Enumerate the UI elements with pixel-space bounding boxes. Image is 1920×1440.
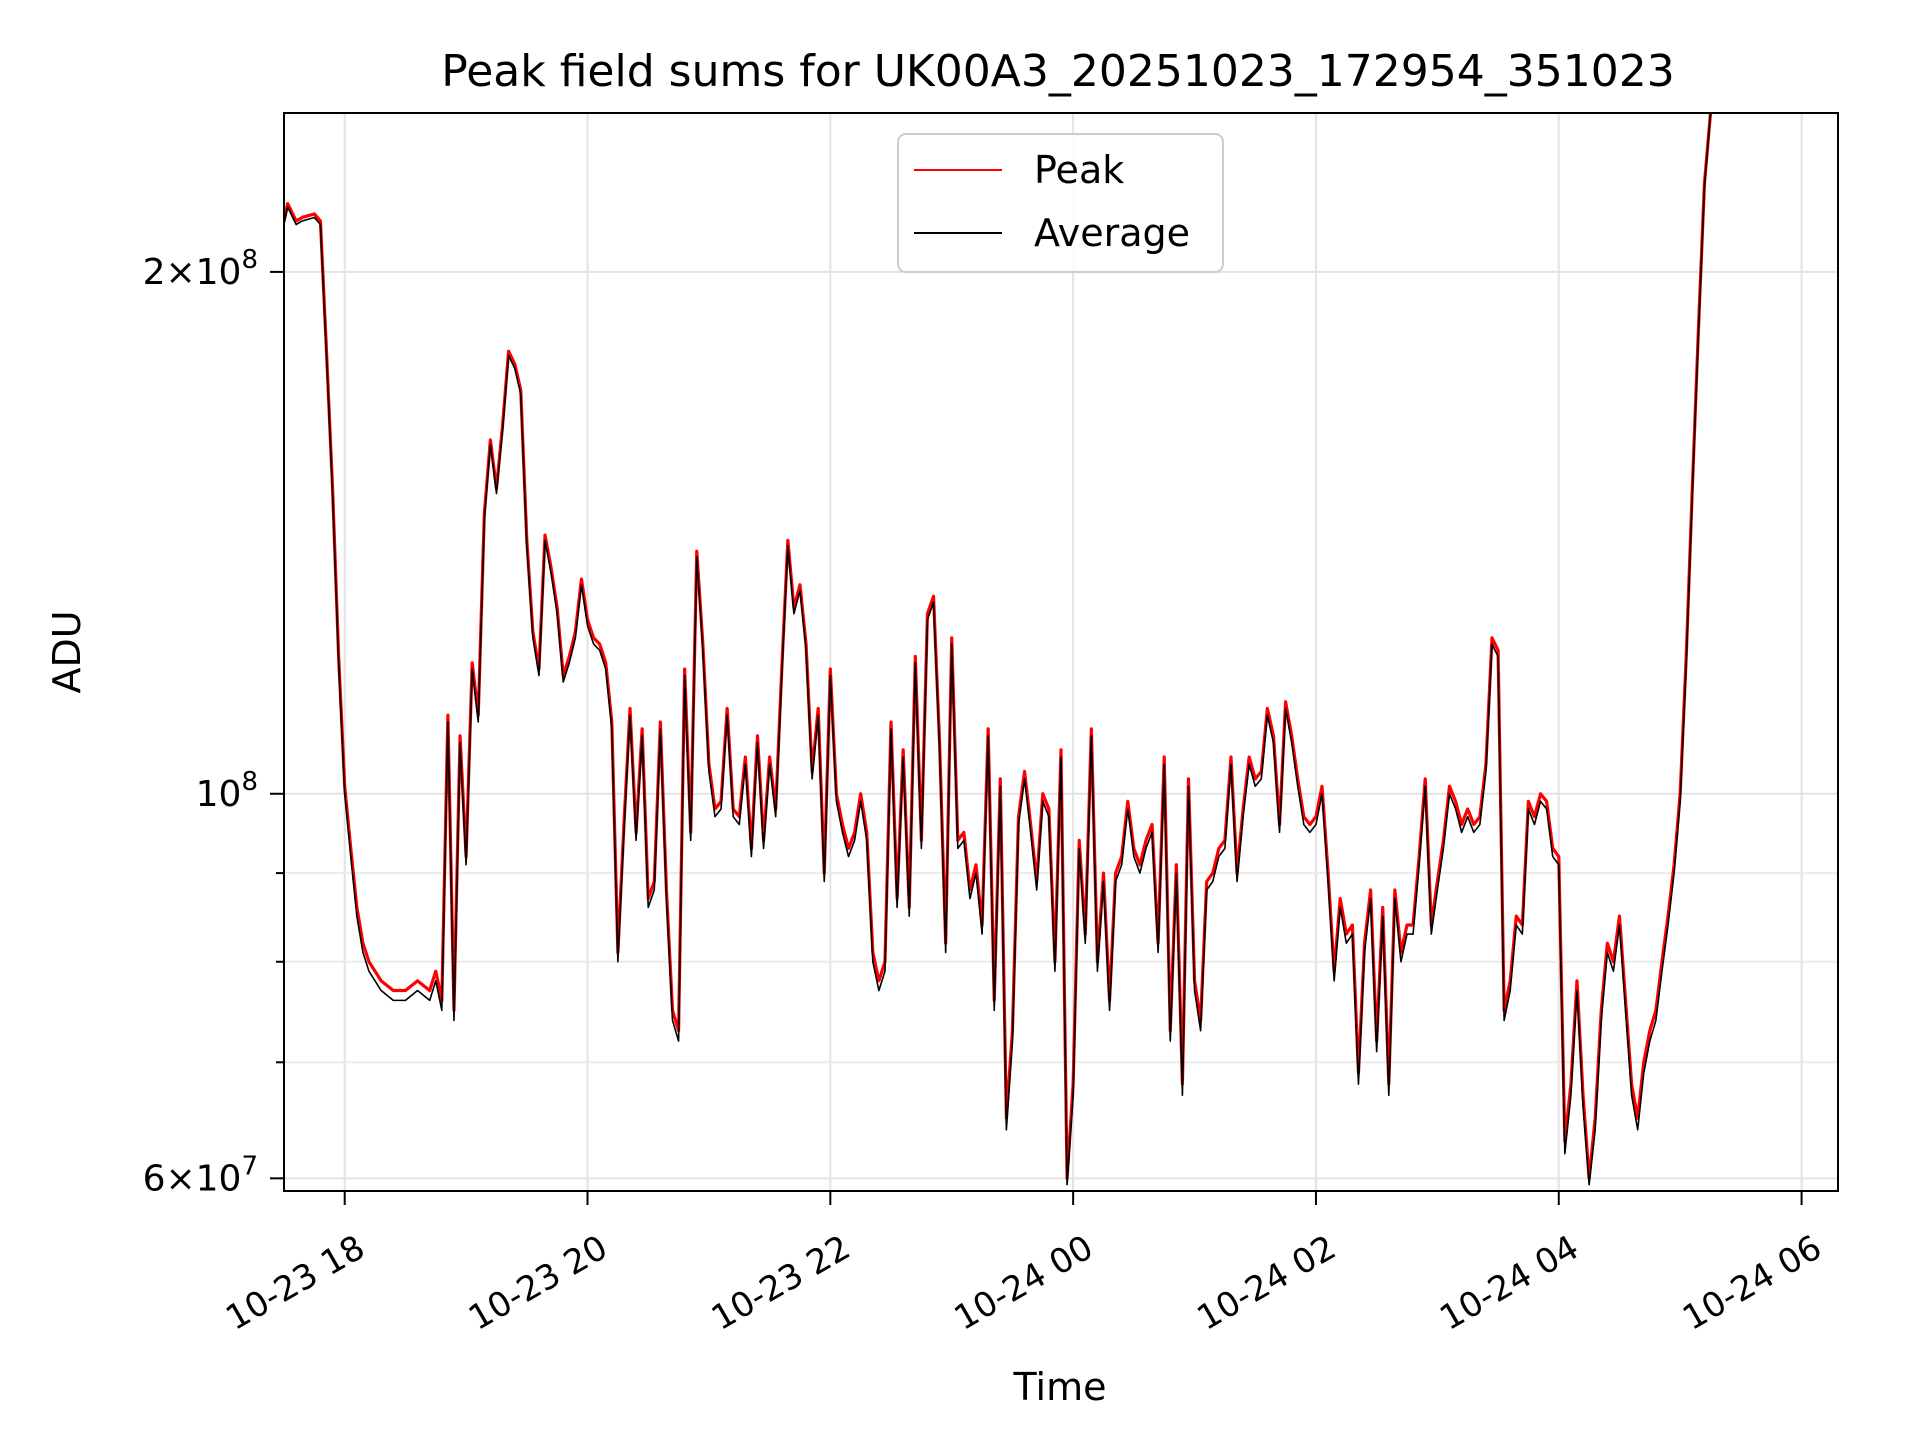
y-tick-mantissa: 2 (143, 252, 166, 293)
y-tick-mantissa: 6 (143, 1158, 166, 1199)
legend-box (897, 133, 1224, 273)
y-tick-label: 2×108 (143, 245, 258, 293)
grid (284, 113, 1838, 1191)
legend-label-average: Average (1034, 211, 1190, 255)
y-tick-label: 108 (196, 767, 258, 815)
y-tick-exponent: 8 (241, 767, 258, 797)
legend: Peak Average (897, 133, 1224, 273)
chart-title: Peak field sums for UK00A3_20251023_1729… (441, 46, 1674, 97)
y-tick-label: 6×107 (143, 1151, 258, 1199)
x-axis-label: Time (1013, 1365, 1107, 1409)
plot-frame (283, 112, 1839, 1192)
y-tick-base: 10 (196, 252, 242, 293)
series-layer (284, 113, 1713, 1186)
y-tick-exponent: 7 (241, 1151, 258, 1181)
y-tick-times-sign: × (165, 252, 195, 293)
y-tick-times-sign: × (165, 1158, 195, 1199)
y-tick-base: 10 (196, 774, 242, 815)
y-tick-base: 10 (196, 1158, 242, 1199)
y-axis-label: ADU (45, 610, 89, 693)
y-tick-exponent: 8 (241, 245, 258, 275)
series-line-average (284, 113, 1712, 1186)
legend-label-peak: Peak (1034, 148, 1124, 192)
